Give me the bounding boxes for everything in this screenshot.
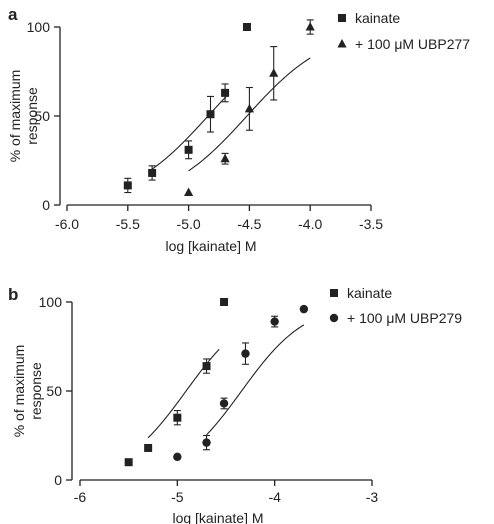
panel-a-data-points [123,19,315,197]
y-axis-title-line-2: response [28,362,44,420]
panel-a-legend: kainate + 100 μM UBP277 [337,10,470,52]
y-axis-title-line-1: % of maximum [7,70,23,163]
x-tick-label: -4.5 [237,216,261,232]
fit-curve-1 [149,93,230,172]
data-point-circle [299,304,309,314]
panel-b-fit-curves [147,324,305,439]
legend-label: + 100 μM UBP277 [355,36,470,52]
data-point-circle [202,438,211,447]
y-tick-label: 50 [34,108,50,124]
data-point-square [206,110,215,119]
x-tick-label: -5.0 [177,216,201,232]
data-point-square [242,23,251,31]
x-tick-label: -6.0 [55,216,79,232]
panel-a-axes: -6.0 -5.5 -5.0 -4.5 -4.0 -3.5 0 50 100 log [kaina… [7,19,383,254]
x-tick-label: -3 [366,489,379,505]
data-point-circle [270,317,279,326]
legend-marker-square [330,289,338,297]
data-point-circle [241,349,250,358]
y-tick-label: 100 [39,294,63,310]
y-tick-label: 50 [46,383,62,399]
legend-label: + 100 μM UBP279 [347,310,462,326]
panel-b-legend: kainate + 100 μM UBP279 [329,285,462,326]
data-point-triangle [244,103,254,113]
panel-b-letter: b [8,285,18,304]
panel-a-letter: a [8,5,18,24]
data-point-triangle [184,187,194,197]
fit-curve-2 [206,324,305,436]
data-point-square [221,88,230,97]
y-tick-label: 0 [54,472,62,488]
data-point-circle [173,452,182,462]
x-axis-title: log [kainate] M [165,238,256,254]
data-point-square [202,362,211,371]
legend-marker-circle [329,313,339,323]
data-point-triangle [220,153,230,163]
legend-marker-square [338,14,346,22]
y-axis-title-line-1: % of maximum [11,345,27,438]
data-point-triangle [269,68,279,77]
x-axis-title: log [kainate] M [172,510,263,524]
data-point-square [123,181,132,190]
panel-b-axes: -6 -5 -4 -3 0 50 100 log [kainate] M % of maximu… [11,294,378,524]
data-point-triangle [305,22,315,31]
y-tick-label: 100 [27,19,51,35]
data-point-square [148,168,157,177]
data-point-square [220,298,229,306]
data-point-square [173,413,182,422]
x-tick-label: -4 [268,489,281,505]
panel-b: b -6 -5 -4 -3 0 50 100 log [kainate] M % of maxi… [8,285,462,524]
y-tick-label: 0 [42,197,50,213]
y-axis-title: % of maximumresponse [11,345,44,438]
data-point-square [124,458,133,467]
data-point-square [184,145,193,154]
y-axis-title-line-2: response [24,87,40,145]
legend-marker-triangle [337,39,347,48]
x-tick-label: -5.5 [116,216,140,232]
panel-a-fit-curves [149,57,311,172]
x-tick-label: -4.0 [298,216,322,232]
legend-label: kainate [355,10,400,26]
x-tick-label: -3.5 [359,216,383,232]
legend-label: kainate [347,285,392,301]
panel-b-data-points [124,298,309,467]
x-tick-label: -6 [74,489,87,505]
data-point-circle [219,399,229,408]
x-tick-label: -5 [171,489,184,505]
y-axis-title: % of maximumresponse [7,70,40,163]
data-point-square [144,443,153,452]
panel-a: a -6.0 -5.5 -5.0 -4.5 -4.0 -3.5 0 50 100 log [kai… [7,5,470,254]
